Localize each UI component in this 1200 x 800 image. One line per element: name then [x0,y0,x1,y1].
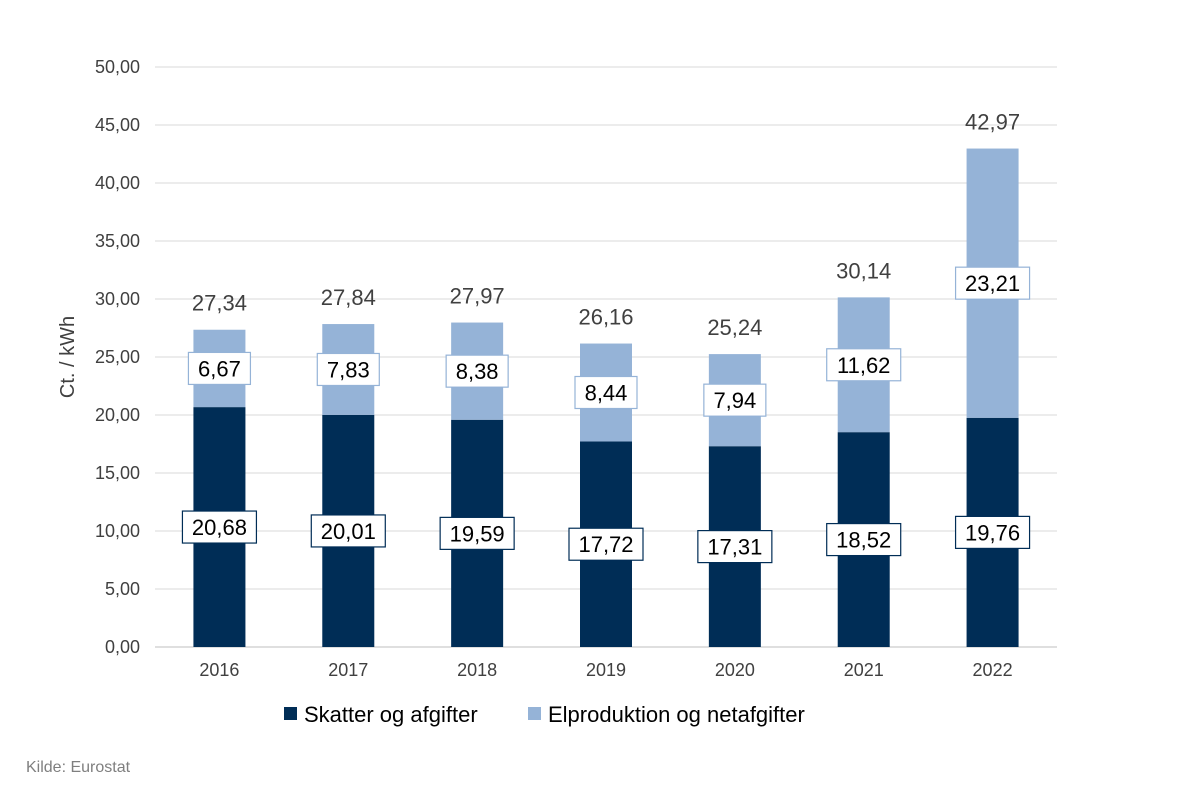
y-tick-label: 40,00 [95,173,140,193]
y-tick-label: 30,00 [95,289,140,309]
y-tick-label: 50,00 [95,57,140,77]
legend-elproduktion-swatch [528,707,541,720]
total-label: 26,16 [578,305,633,330]
legend: Skatter og afgifter Elproduktion og netaf… [284,702,805,727]
y-tick-label: 25,00 [95,347,140,367]
bars: 20,68 6,67 27,34 20,01 7,83 27,84 19,59 8,38 27,… [181,110,1031,647]
x-tick-label: 2022 [973,660,1013,680]
x-tick-label: 2018 [457,660,497,680]
legend-skatter-label: Skatter og afgifter [304,702,478,727]
x-tick-label: 2019 [586,660,626,680]
x-tick-label: 2020 [715,660,755,680]
total-label: 42,97 [965,110,1020,135]
data-label-skatter: 20,68 [192,515,247,540]
data-label-skatter-box [439,516,515,550]
data-label-skatter-box [826,522,902,557]
data-label-elproduktion: 7,83 [327,357,370,382]
y-axis-ticks: 0,00 5,00 10,00 15,00 20,00 25,00 30,00 35,00 40… [95,57,140,657]
y-tick-label: 15,00 [95,463,140,483]
y-tick-label: 5,00 [105,579,140,599]
x-tick-label: 2016 [199,660,239,680]
x-tick-label: 2021 [844,660,884,680]
data-label-elproduktion-box [187,351,252,386]
data-label-elproduktion-box [445,354,509,388]
data-label-elproduktion: 6,67 [198,356,241,381]
data-label-skatter-box [954,515,1031,549]
data-label-skatter: 18,52 [836,528,891,553]
data-label-skatter-box [310,514,386,548]
y-tick-label: 35,00 [95,231,140,251]
x-axis-ticks: 2016 2017 2018 2019 2020 2021 2022 [199,660,1012,680]
data-label-skatter-box [181,510,258,544]
y-tick-label: 20,00 [95,405,140,425]
data-label-elproduktion: 23,21 [965,271,1020,296]
data-label-skatter: 17,31 [707,535,762,560]
data-label-elproduktion-box [316,352,380,387]
total-label: 27,84 [321,285,376,310]
y-tick-label: 45,00 [95,115,140,135]
data-label-elproduktion-box [826,348,902,382]
total-label: 25,24 [707,315,762,340]
data-label-elproduktion-box [574,375,638,410]
data-label-skatter-box [697,530,773,564]
y-tick-label: 10,00 [95,521,140,541]
data-label-skatter: 17,72 [578,532,633,557]
total-label: 30,14 [836,258,891,283]
x-tick-label: 2017 [328,660,368,680]
legend-elproduktion-label: Elproduktion og netafgifter [548,702,805,727]
y-tick-label: 0,00 [105,637,140,657]
data-label-elproduktion: 8,44 [585,380,628,405]
data-label-elproduktion: 8,38 [456,359,499,384]
data-label-elproduktion-box [954,266,1031,300]
data-label-elproduktion: 11,62 [837,353,890,378]
data-label-skatter: 19,76 [965,520,1020,545]
y-axis-label: Ct. / kWh [57,316,79,398]
data-label-skatter-box [568,527,644,561]
source-note: Kilde: Eurostat [26,759,131,776]
data-label-skatter: 19,59 [450,521,505,546]
total-label: 27,97 [450,284,505,309]
total-label: 27,34 [192,291,247,316]
data-label-elproduktion: 7,94 [713,388,756,413]
data-label-elproduktion-box [703,383,767,417]
data-label-skatter: 20,01 [321,519,376,544]
legend-skatter-swatch [284,707,297,720]
